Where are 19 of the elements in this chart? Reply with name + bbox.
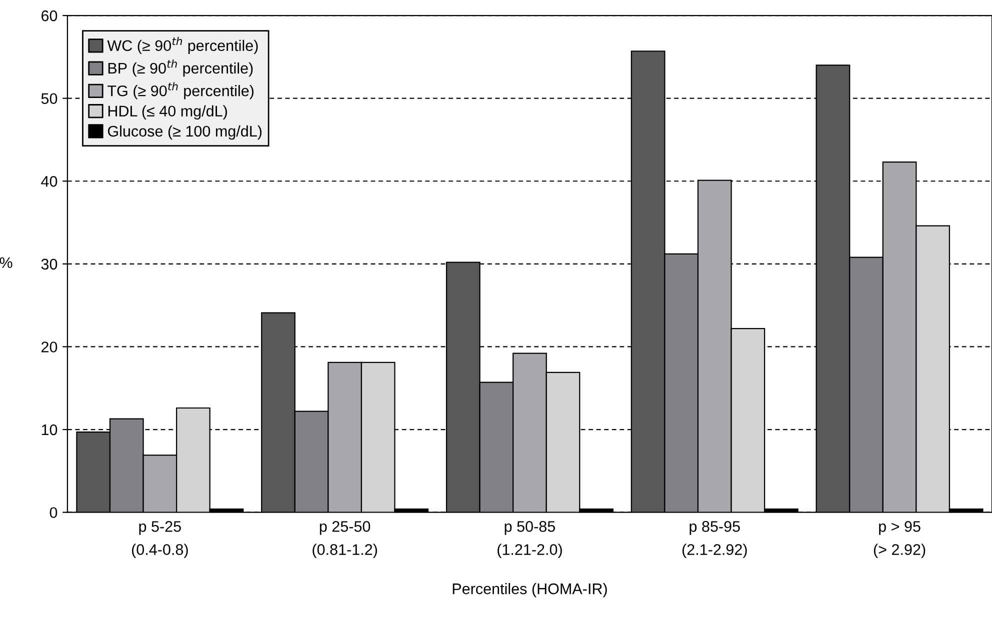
legend-label: BP (≥ 90$^{th}$ percentile) (108, 60, 253, 77)
x-tick-label: p 5-25 (0.4-0.8) (132, 521, 188, 558)
legend-label: WC (≥ 90$^{th}$ percentile) (107, 36, 258, 54)
y-tick-label: 0 (50, 507, 58, 518)
legend-label: TG (≥ 90$^{th}$ percentile) (108, 82, 254, 100)
legend-label: Glucose (≥ 100 mg/dL) (108, 125, 262, 140)
y-tick-label: 10 (42, 424, 58, 436)
y-tick-label: 40 (41, 176, 58, 187)
y-tick-label: 60 (42, 10, 58, 22)
x-tick-label: p 85-95 (2.1-2.92) (682, 521, 747, 558)
x-tick-label: p > 95 (> 2.92) (874, 521, 926, 558)
y-tick-label: 30 (41, 258, 58, 270)
y-axis-title: % (0, 257, 12, 268)
legend-label: HDL (≤ 40 mg/dL) (108, 105, 227, 120)
x-axis-title: Percentiles (HOMA-IR) (452, 583, 607, 598)
x-tick-label: p 25-50 (0.81-1.2) (312, 521, 377, 558)
x-tick-label: p 50-85 (1.21-2.0) (498, 521, 562, 558)
y-tick-label: 20 (42, 342, 58, 352)
y-tick-label: 50 (41, 93, 58, 104)
